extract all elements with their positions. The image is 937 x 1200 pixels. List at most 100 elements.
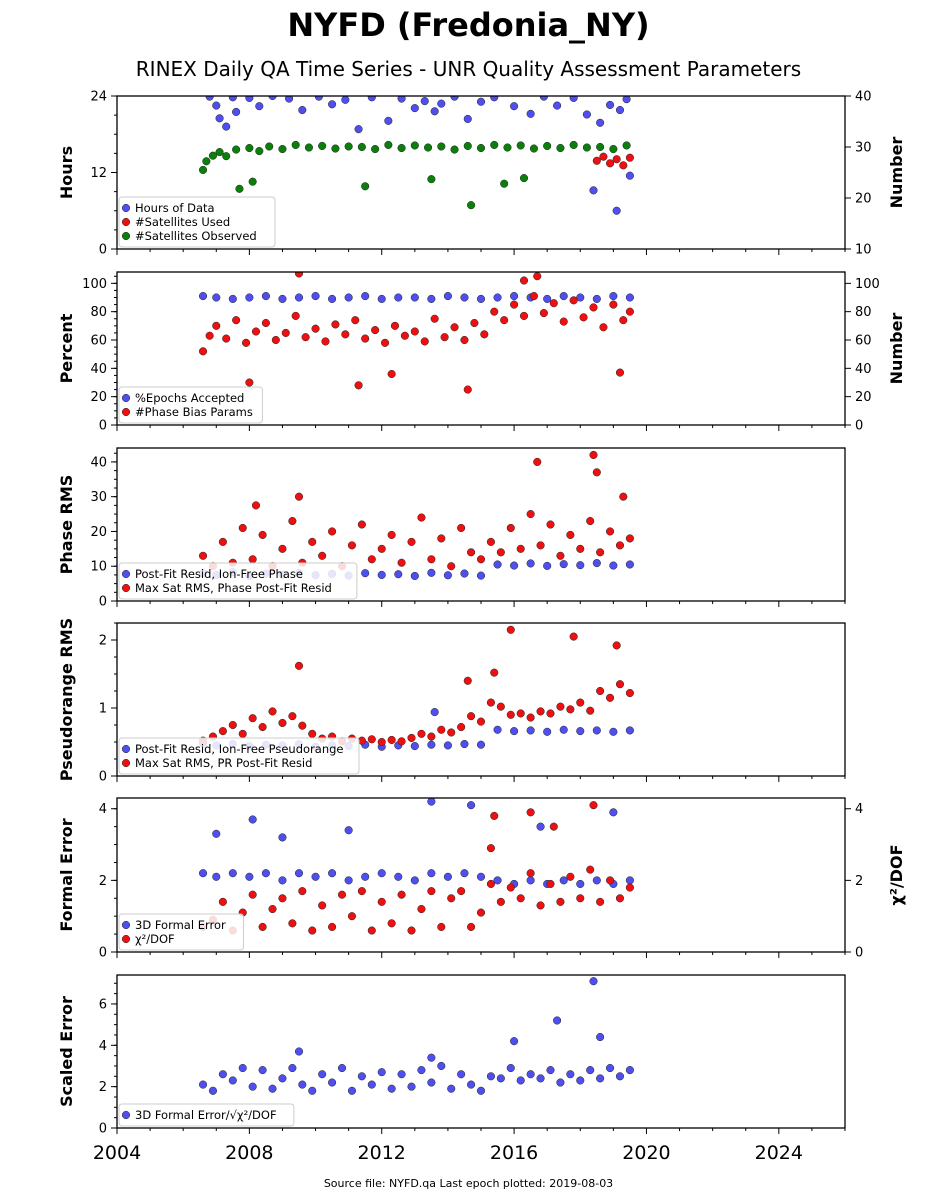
data-point <box>539 309 548 318</box>
data-point <box>559 317 568 326</box>
legend-box <box>118 1103 295 1127</box>
data-point <box>248 815 257 824</box>
data-point <box>582 110 591 119</box>
data-point <box>447 1084 456 1093</box>
data-point <box>609 144 618 154</box>
data-point <box>615 541 625 550</box>
data-point <box>569 296 578 305</box>
data-point <box>278 144 287 154</box>
data-point <box>384 140 393 150</box>
data-point <box>397 96 406 103</box>
data-point <box>410 327 419 336</box>
data-point <box>579 313 588 322</box>
y-tick-label: 1 <box>99 702 107 717</box>
data-point <box>278 294 287 303</box>
data-point <box>536 541 545 550</box>
data-point <box>427 798 436 806</box>
y-tick-label: 40 <box>90 362 107 377</box>
data-point <box>549 822 558 831</box>
data-point <box>443 292 452 301</box>
data-point <box>526 808 535 817</box>
legend-entry: #Phase Bias Params <box>135 405 253 419</box>
data-point <box>496 897 505 906</box>
data-point <box>625 876 634 885</box>
data-point <box>606 693 615 702</box>
y-right-axis-label: Number <box>887 313 906 385</box>
legend-marker <box>121 934 131 944</box>
data-point <box>228 96 237 102</box>
data-point <box>321 337 330 346</box>
data-points <box>198 977 634 1095</box>
data-point <box>625 171 634 180</box>
y-right-tick-label: 0 <box>855 946 863 961</box>
data-point <box>417 729 426 738</box>
data-point <box>493 725 502 734</box>
y-axis-label: Scaled Error <box>57 996 76 1107</box>
data-point <box>496 702 505 711</box>
data-point <box>576 544 585 553</box>
y-tick-label: 0 <box>99 770 107 785</box>
data-point <box>251 327 261 336</box>
data-point <box>397 890 406 899</box>
data-point <box>367 96 376 102</box>
data-point <box>526 876 535 885</box>
series-2 <box>592 152 634 170</box>
data-point <box>430 314 439 323</box>
data-point <box>328 922 337 931</box>
data-point <box>245 143 254 153</box>
data-point <box>619 492 628 501</box>
data-point <box>311 292 320 301</box>
data-point <box>536 707 545 716</box>
data-point <box>410 293 419 302</box>
data-point <box>318 141 327 151</box>
y-axis-label: Hours <box>57 146 76 199</box>
data-point <box>510 292 519 301</box>
data-point <box>526 869 535 878</box>
data-point <box>625 534 634 543</box>
data-points <box>198 450 634 581</box>
data-point <box>582 143 591 152</box>
data-point <box>268 96 277 101</box>
data-point <box>599 323 608 332</box>
data-point <box>245 293 254 302</box>
y-axis-label: Pseudorange RMS <box>57 618 76 781</box>
data-point <box>536 1074 545 1083</box>
y-right-axis-label: χ²/DOF <box>887 845 906 906</box>
data-point <box>417 904 426 914</box>
data-point <box>294 293 304 302</box>
data-point <box>553 1016 562 1025</box>
data-point <box>543 294 552 303</box>
data-point <box>493 560 502 569</box>
y-tick-label: 4 <box>99 1039 107 1054</box>
data-point <box>344 876 353 885</box>
data-point <box>427 1078 436 1087</box>
data-point <box>258 722 267 732</box>
data-point <box>361 569 370 578</box>
data-point <box>486 879 495 889</box>
data-point <box>437 1061 446 1071</box>
data-point <box>490 140 499 150</box>
data-point <box>493 293 502 302</box>
y-tick-label: 0 <box>99 946 107 961</box>
data-point <box>533 457 542 466</box>
data-point <box>387 369 396 379</box>
data-point <box>212 293 221 302</box>
data-point <box>490 96 499 102</box>
data-point <box>437 534 446 543</box>
data-point <box>268 707 277 716</box>
y-right-tick-label: 40 <box>855 362 872 377</box>
data-point <box>377 1068 386 1077</box>
data-point <box>460 869 469 878</box>
data-point <box>516 709 525 718</box>
data-point <box>586 865 595 874</box>
data-point <box>407 926 416 935</box>
legend-box <box>118 737 360 775</box>
data-point <box>589 977 598 986</box>
data-point <box>506 523 515 533</box>
legend-marker <box>121 407 131 417</box>
y-axis-label: Formal Error <box>57 818 76 931</box>
data-point <box>377 294 386 303</box>
data-point <box>476 908 486 917</box>
